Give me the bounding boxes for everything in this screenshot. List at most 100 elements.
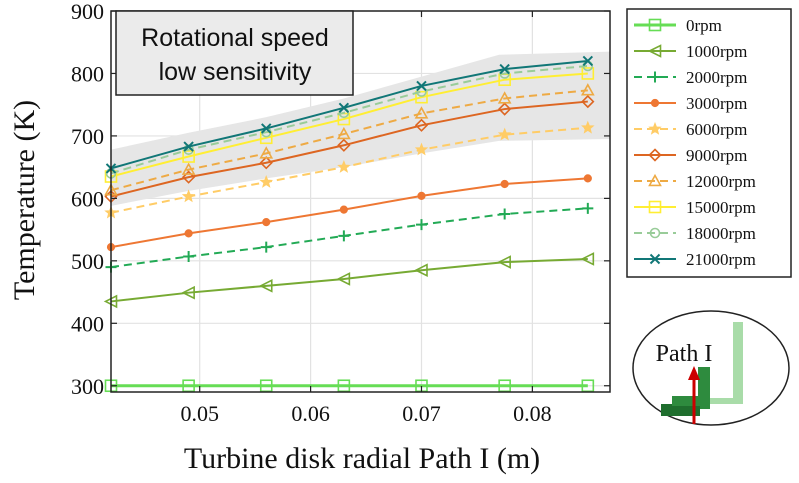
plot-area <box>103 10 611 393</box>
data-point <box>261 123 272 134</box>
data-point <box>184 229 193 238</box>
series-line <box>110 100 588 198</box>
legend-entry-0rpm: 0rpm <box>634 16 722 35</box>
data-point <box>258 279 273 293</box>
series-15000rpm <box>104 67 595 183</box>
legend-label: 15000rpm <box>686 198 756 217</box>
data-point <box>500 179 509 189</box>
x-tick-label: 0.08 <box>513 401 552 426</box>
uncertainty-band <box>111 51 610 206</box>
x-tick-label: 0.07 <box>402 401 441 426</box>
data-point <box>181 285 195 300</box>
data-point <box>181 170 196 184</box>
y-tick-label: 800 <box>71 61 104 86</box>
x-tick-label: 0.05 <box>180 401 219 426</box>
legend-swatch-marker <box>648 173 662 187</box>
legend-entry-1000rpm: 1000rpm <box>634 42 747 61</box>
data-point <box>339 205 348 214</box>
annotation-line-2: low sensitivity <box>159 58 312 86</box>
legend-label: 12000rpm <box>686 172 756 191</box>
data-point <box>415 219 427 231</box>
y-tick-label: 300 <box>71 374 104 399</box>
inset-path-dark-base <box>661 404 700 416</box>
data-point <box>183 141 194 152</box>
data-point <box>582 55 594 67</box>
inset-path-light <box>683 322 743 404</box>
legend-entry-2000rpm: 2000rpm <box>634 68 747 87</box>
legend: 0rpm 1000rpm 2000rpm 3000rpm 6000rpm 9000rpm 1… <box>626 8 792 278</box>
annotation-background <box>115 10 354 96</box>
legend-entry-15000rpm: 15000rpm <box>634 198 756 217</box>
data-point <box>338 102 350 114</box>
data-point <box>499 208 511 220</box>
inset-label: Path I <box>656 341 713 367</box>
data-point <box>182 150 195 163</box>
legend-swatch-marker <box>647 44 662 58</box>
data-point <box>336 272 351 286</box>
data-point <box>498 102 512 116</box>
data-point <box>415 90 428 104</box>
inset-path-dark-step <box>672 396 700 406</box>
data-point <box>338 230 350 242</box>
data-point <box>259 146 274 159</box>
data-point <box>499 63 510 75</box>
legend-entry-18000rpm: 18000rpm <box>634 224 756 243</box>
legend-swatch-marker <box>650 98 660 108</box>
legend-swatch-marker <box>648 200 662 214</box>
y-tick-label: 700 <box>71 124 104 149</box>
series-12000rpm <box>104 83 595 196</box>
annotation-box: Rotational speed low sensitivity <box>115 10 354 96</box>
legend-label: 21000rpm <box>686 250 756 269</box>
y-axis-title: Temperature (K) <box>8 100 41 300</box>
inset-arrow-icon <box>688 366 700 380</box>
series-9000rpm <box>104 94 595 204</box>
data-point <box>581 67 595 80</box>
legend-label: 18000rpm <box>686 224 756 243</box>
data-point <box>416 80 427 92</box>
legend-entry-9000rpm: 9000rpm <box>634 146 747 165</box>
legend-label: 2000rpm <box>686 68 747 87</box>
legend-label: 3000rpm <box>686 94 747 113</box>
series-line <box>110 72 588 178</box>
legend-swatch-marker <box>649 253 661 265</box>
data-point <box>583 174 592 183</box>
data-point <box>414 118 429 132</box>
y-tick-label: 900 <box>71 0 104 24</box>
legend-swatch-marker <box>648 18 662 32</box>
data-point <box>259 156 273 170</box>
data-point <box>183 250 195 262</box>
series-line <box>110 257 588 303</box>
data-point <box>262 218 271 227</box>
path-inset: Path I <box>632 310 790 426</box>
legend-entry-6000rpm: 6000rpm <box>634 120 747 139</box>
band-area <box>111 51 610 206</box>
data-point <box>337 138 351 152</box>
annotation-line-1: Rotational speed <box>141 24 329 52</box>
series-line <box>110 89 588 192</box>
legend-label: 6000rpm <box>686 120 747 139</box>
legend-entry-3000rpm: 3000rpm <box>634 94 747 113</box>
data-point <box>260 241 272 253</box>
data-point <box>581 94 595 109</box>
y-tick-label: 400 <box>71 311 104 336</box>
x-tick-labels: 0.05 0.06 0.07 0.08 <box>180 11 552 426</box>
data-point <box>259 175 274 188</box>
series-2000rpm <box>105 202 594 273</box>
inset-path-dark-vertical <box>698 367 710 409</box>
x-axis-title: Turbine disk radial Path I (m) <box>184 442 540 475</box>
x-tick-label: 0.06 <box>291 401 330 426</box>
y-tick-label: 500 <box>71 249 104 274</box>
series-line <box>110 64 588 175</box>
inset-ellipse <box>632 310 790 426</box>
data-point <box>181 162 196 175</box>
data-point <box>181 189 196 203</box>
y-tick-labels: 300 400 500 600 700 800 900 <box>71 0 610 399</box>
data-point <box>581 120 595 134</box>
data-point <box>582 202 594 214</box>
legend-label: 1000rpm <box>686 42 747 61</box>
legend-swatch-marker <box>649 227 661 239</box>
series-lines <box>103 55 595 393</box>
data-point <box>417 191 426 200</box>
legend-entry-21000rpm: 21000rpm <box>634 250 756 269</box>
